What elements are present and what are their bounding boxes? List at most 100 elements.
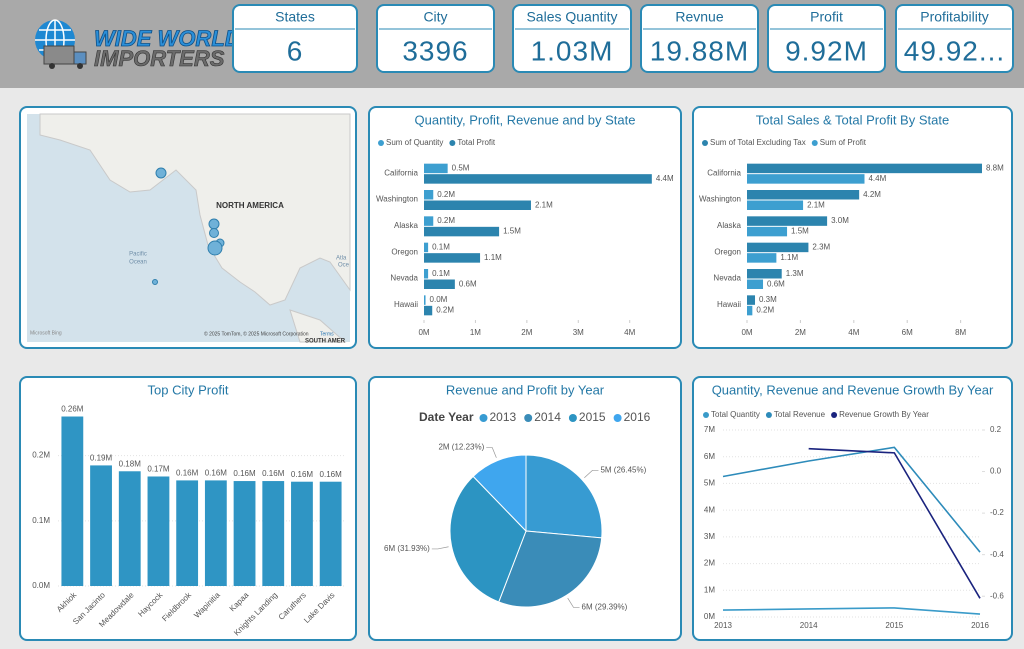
chart-title: Quantity, Profit, Revenue and by State — [415, 112, 636, 127]
bubble — [152, 279, 158, 285]
data-label: 0.2M — [437, 190, 455, 199]
data-label: 1.5M — [791, 227, 809, 236]
bar — [319, 481, 342, 586]
data-label: 0.3M — [759, 295, 777, 304]
legend-dot — [811, 140, 818, 146]
y-tick-label: Nevada — [713, 274, 741, 283]
y2-tick-label: 0.2 — [990, 425, 1002, 434]
pie-slice — [498, 530, 603, 608]
bar — [424, 295, 426, 305]
legend-dot — [765, 412, 772, 418]
chart-title: Revenue and Profit by Year — [446, 382, 605, 397]
data-label: 0.16M — [320, 470, 343, 479]
card — [640, 4, 759, 73]
data-label: 0.6M — [459, 279, 477, 288]
x-tick-label: 4M — [848, 328, 859, 337]
map-label: SOUTH AMER — [305, 339, 346, 345]
chart-panel: Quantity, Revenue and Revenue Growth By … — [692, 376, 1013, 641]
x-tick-label: 3M — [573, 328, 584, 337]
map-label: NORTH AMERICA — [216, 201, 284, 210]
data-label: 4.4M — [868, 174, 886, 183]
legend-dot — [703, 412, 709, 418]
chart-panel: Revenue and Profit by Year Date Year 2013 2… — [368, 376, 682, 641]
map-label: Pacific — [129, 252, 147, 258]
kpi-label: Profitability — [920, 9, 988, 25]
bar — [118, 471, 141, 586]
bar — [204, 480, 227, 586]
wheel — [49, 63, 55, 69]
bar — [747, 190, 860, 200]
y-tick-label: 5M — [704, 479, 715, 488]
map-brand: Microsoft Bing — [30, 330, 62, 336]
y-tick-label: 3M — [704, 532, 715, 541]
leader-line — [486, 447, 497, 458]
data-label: 0.16M — [291, 470, 314, 479]
y-tick-label: 6M — [704, 452, 715, 461]
bar — [90, 465, 112, 586]
map-panel: NORTH AMERICA Pacific Ocean Atla Oce Mic… — [19, 106, 357, 349]
legend-label: 2016 — [624, 410, 651, 424]
chart-title: Total Sales & Total Profit By State — [756, 112, 949, 127]
pie-slice — [449, 475, 527, 603]
y-tick-label: Oregon — [391, 247, 418, 256]
bar — [424, 200, 531, 210]
data-label: 1.5M — [503, 227, 521, 236]
kpi-card: Sales Quantity 1.03M — [512, 4, 632, 73]
kpi-value: 9.92M — [785, 35, 868, 66]
bar — [747, 279, 764, 289]
y-tick-label: 0M — [704, 612, 715, 621]
y-tick-label: Hawaii — [394, 300, 418, 309]
legend-dot — [378, 140, 384, 146]
legend-label: Sum of Total Excluding Tax — [710, 138, 806, 147]
bar — [424, 163, 448, 174]
bar — [424, 190, 434, 200]
kpi-value: 49.92... — [904, 35, 1005, 66]
data-label: 0.5M — [452, 164, 470, 173]
logo-text: IMPORTERS — [94, 46, 225, 71]
logo-text: WIDE WORLD — [94, 26, 241, 51]
bar — [747, 305, 753, 316]
x-tick-label: 2014 — [800, 621, 818, 630]
data-label: 2.3M — [812, 243, 830, 252]
y-tick-label: 0.2M — [32, 451, 50, 460]
bar — [424, 216, 434, 226]
y-tick-label: Washington — [376, 195, 418, 204]
y-tick-label: Oregon — [714, 247, 741, 256]
map-terms[interactable]: Terms — [320, 331, 334, 337]
bar — [747, 216, 828, 226]
bar — [424, 279, 455, 289]
x-tick-label: 4M — [624, 328, 635, 337]
y-tick-label: 4M — [704, 505, 715, 514]
legend-dot — [613, 414, 622, 422]
y2-tick-label: -0.6 — [990, 591, 1004, 600]
data-label: 0.19M — [90, 454, 113, 463]
legend-label: Total Quantity — [711, 410, 760, 419]
data-label: 0.16M — [233, 469, 256, 478]
y2-tick-label: -0.4 — [990, 550, 1004, 559]
data-label: 1.3M — [786, 269, 804, 278]
map-label: Ocean — [129, 260, 147, 266]
bar — [747, 295, 756, 305]
truck-cab — [73, 51, 87, 65]
y-tick-label: California — [384, 168, 418, 177]
x-tick-label: 1M — [470, 328, 481, 337]
x-tick-label: 2013 — [714, 621, 732, 630]
x-tick-label: 0M — [741, 328, 752, 337]
chart-panel: Top City Profit0.0M0.1M0.2M0.26MAkhiok0.… — [19, 376, 357, 641]
data-label: 0.1M — [432, 269, 450, 278]
y-tick-label: 2M — [704, 559, 715, 568]
card — [767, 4, 886, 73]
legend-dot — [479, 414, 488, 422]
data-label: 6M (31.93%) — [384, 544, 430, 553]
kpi-value: 1.03M — [531, 35, 614, 66]
card — [895, 4, 1014, 73]
data-label: 0.2M — [756, 306, 774, 315]
data-label: 6M (29.39%) — [582, 603, 628, 612]
y2-tick-label: 0.0 — [990, 467, 1002, 476]
bar — [424, 226, 500, 237]
line — [722, 446, 981, 553]
legend-label: Total Profit — [457, 138, 496, 147]
kpi-value: 6 — [287, 35, 304, 66]
bar — [61, 416, 84, 586]
